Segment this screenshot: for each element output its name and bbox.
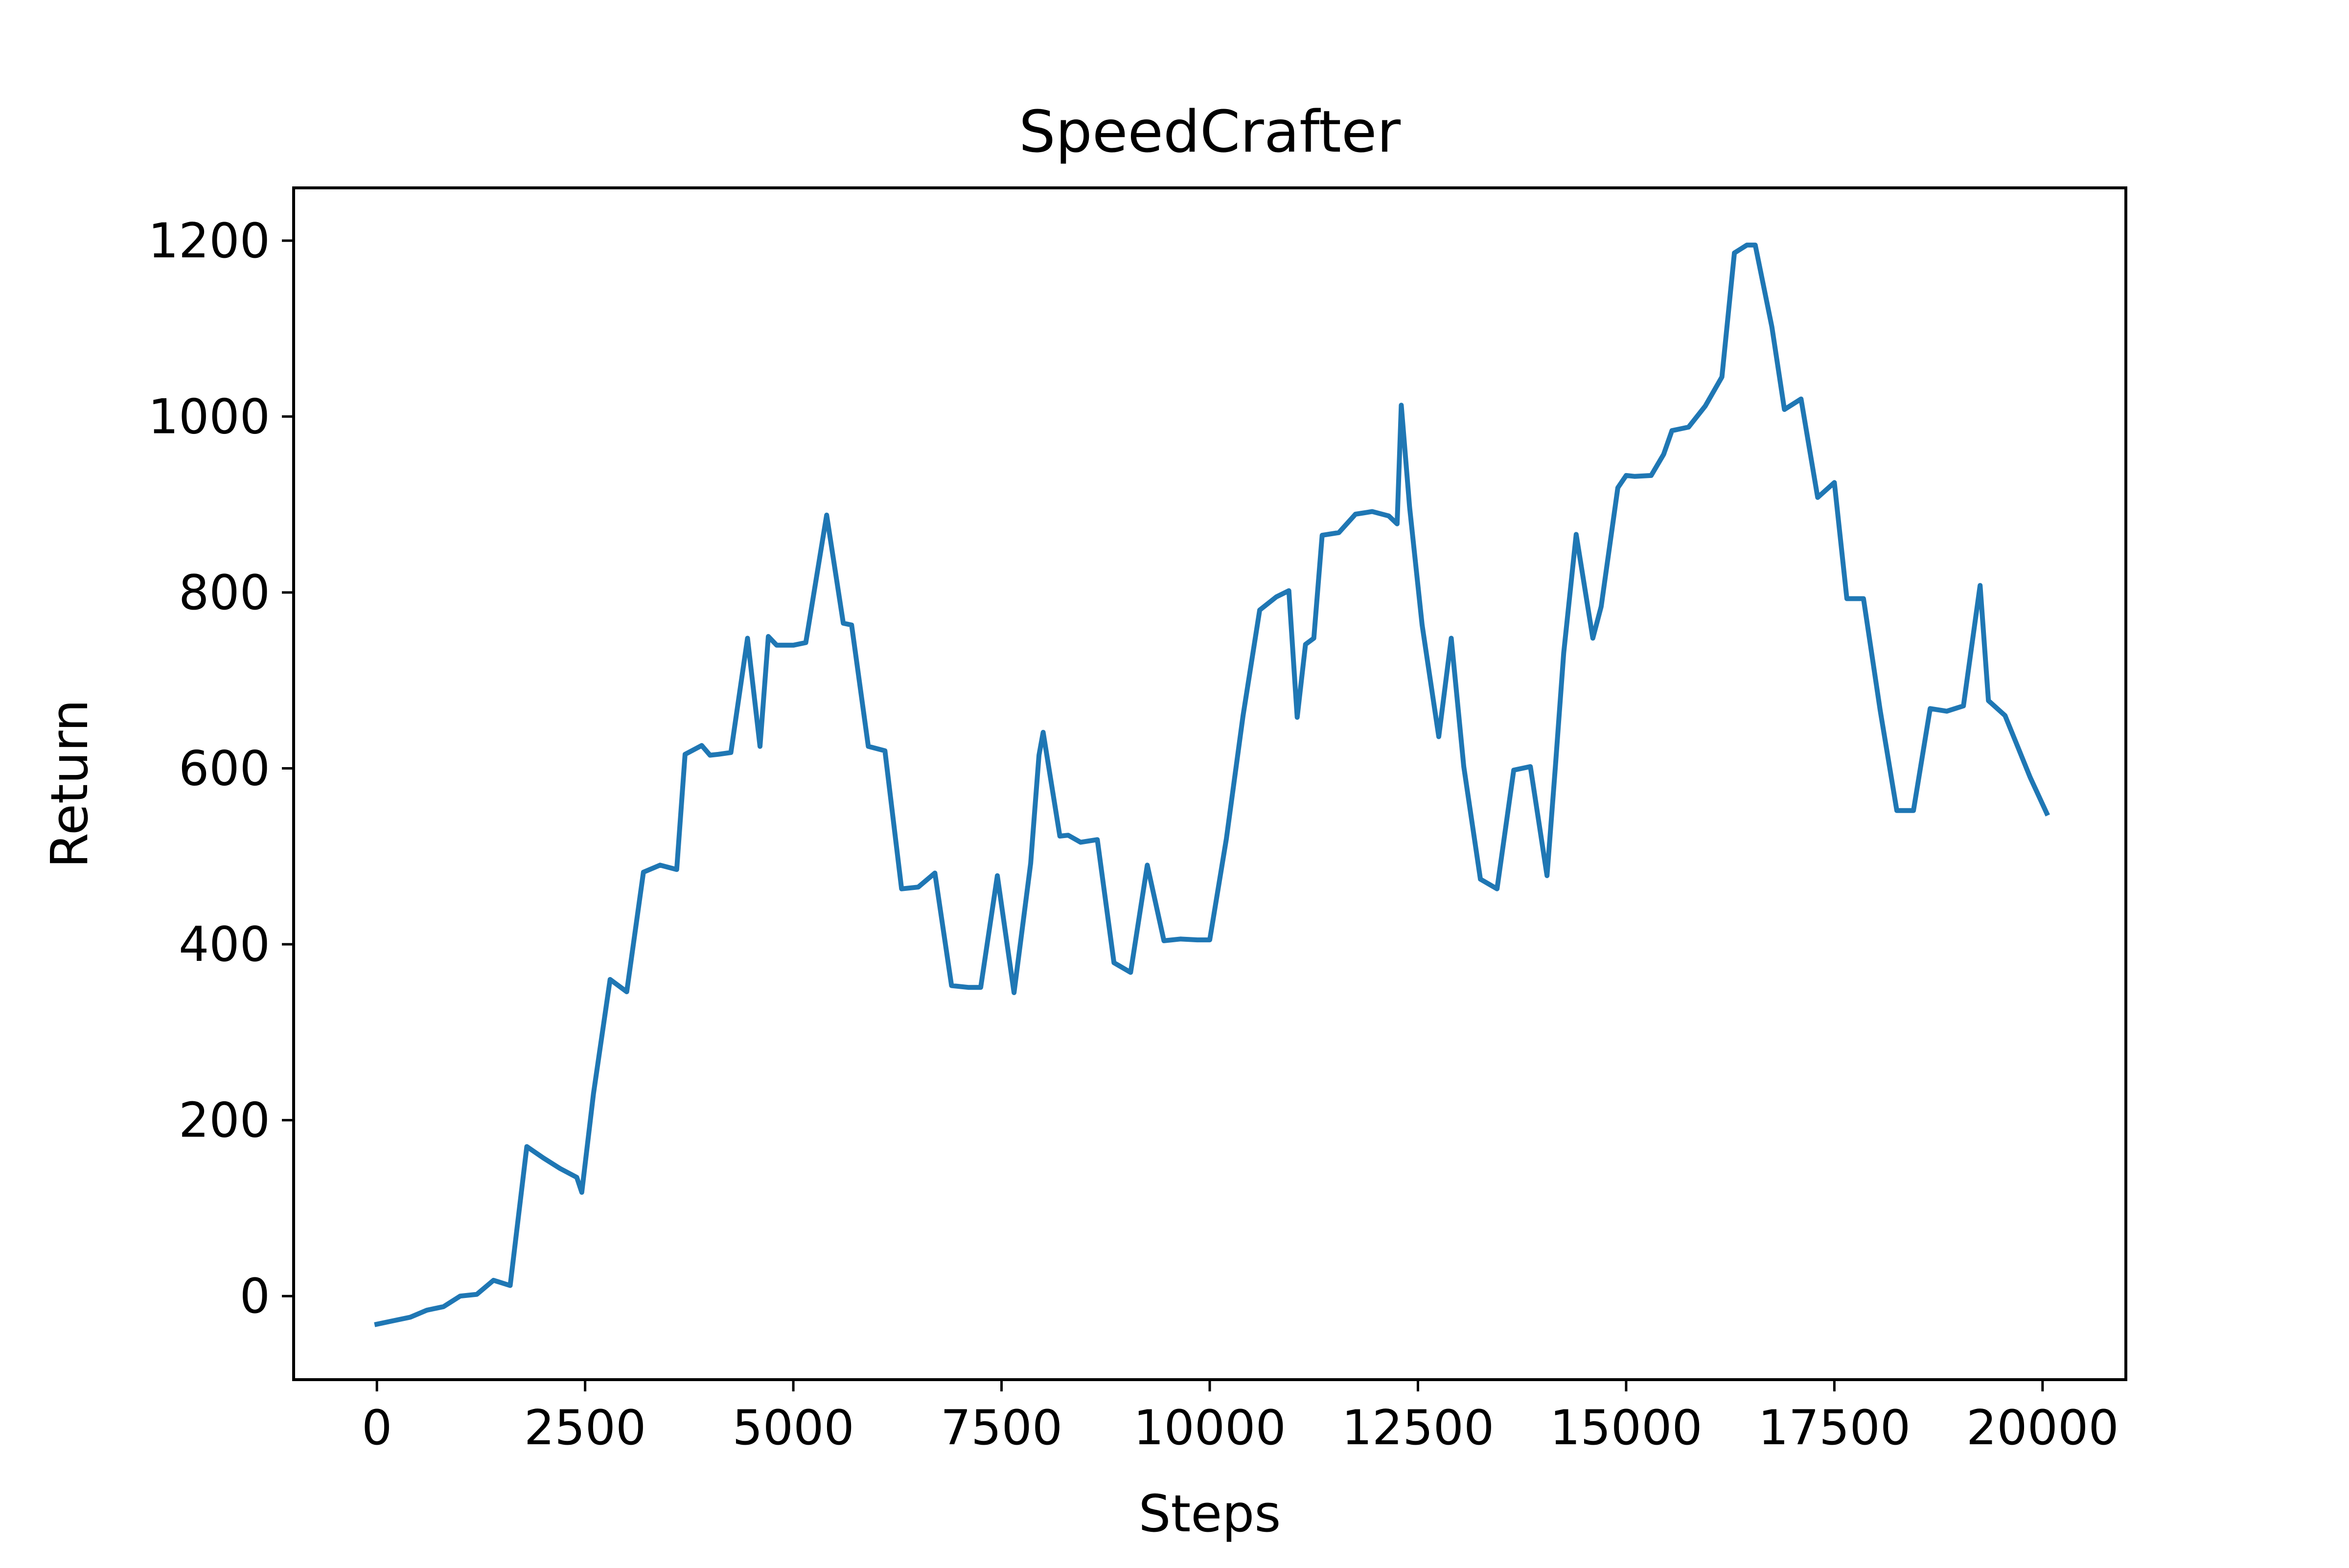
- y-tick-label: 0: [240, 1269, 270, 1324]
- x-tick-label: 15000: [1550, 1400, 1703, 1456]
- x-tick-label: 20000: [1966, 1400, 2119, 1456]
- y-axis-label: Return: [40, 699, 99, 868]
- x-tick-label: 5000: [732, 1400, 854, 1456]
- x-tick-label: 2500: [524, 1400, 646, 1456]
- x-tick-label: 12500: [1342, 1400, 1495, 1456]
- y-tick-label: 600: [179, 741, 270, 797]
- x-axis-label: Steps: [1139, 1484, 1281, 1544]
- y-tick-label: 200: [179, 1093, 270, 1149]
- x-tick-label: 0: [362, 1400, 392, 1456]
- y-tick-label: 1000: [148, 389, 270, 445]
- chart-title: SpeedCrafter: [1019, 98, 1401, 165]
- y-tick-label: 400: [179, 917, 270, 973]
- y-tick-label: 1200: [148, 213, 270, 269]
- y-tick-label: 800: [179, 565, 270, 621]
- x-tick-label: 10000: [1133, 1400, 1286, 1456]
- x-tick-label: 17500: [1758, 1400, 1911, 1456]
- x-tick-label: 7500: [941, 1400, 1062, 1456]
